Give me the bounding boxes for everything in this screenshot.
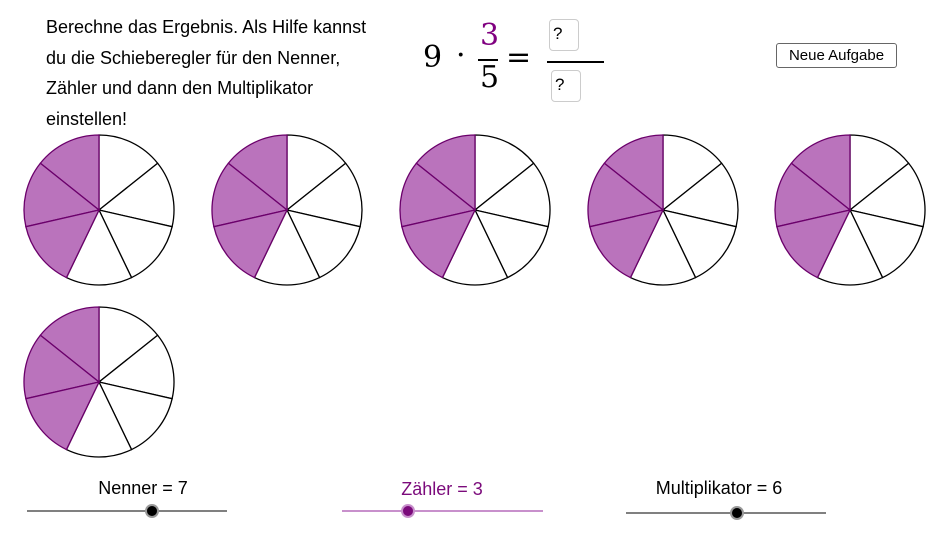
- pie-slice: [848, 162, 926, 228]
- fraction-bar: [478, 59, 498, 61]
- pie-slice: [285, 162, 363, 228]
- fraction-denominator: 5: [480, 60, 500, 95]
- slider-label-nenner: Nenner = 7: [98, 478, 188, 498]
- slider-multiplikator[interactable]: [626, 506, 826, 520]
- pie-slice-shaded: [415, 134, 476, 212]
- answer-numerator-input[interactable]: ?: [549, 19, 579, 51]
- dot-operator: ·: [456, 38, 466, 73]
- slider-label-multiplikator: Multiplikator = 6: [655, 478, 783, 498]
- pie-slice: [65, 208, 133, 286]
- fraction-numerator: 3: [480, 18, 500, 53]
- pie-slice-shaded: [399, 162, 477, 228]
- answer-fraction-bar: [547, 61, 604, 63]
- pie-slice-shaded: [587, 162, 665, 228]
- slider-zaehler[interactable]: [342, 504, 543, 518]
- pie-slice: [849, 134, 910, 212]
- pie-slice: [286, 134, 347, 212]
- pie-slice-shaded: [776, 209, 852, 279]
- pie-slice: [473, 209, 549, 279]
- pie-slice-shaded: [39, 306, 100, 384]
- pie-slice: [629, 208, 697, 286]
- pie-chart: [774, 134, 926, 286]
- pie-slice-shaded: [211, 162, 289, 228]
- pie-chart: [23, 134, 175, 286]
- slider-nenner[interactable]: [27, 504, 227, 518]
- pie-slice: [473, 162, 551, 228]
- pie-slice: [97, 162, 175, 228]
- new-task-button[interactable]: Neue Aufgabe: [776, 43, 897, 68]
- pie-chart: [399, 134, 551, 286]
- pie-slice: [65, 380, 133, 458]
- pie-slice-shaded: [23, 162, 101, 228]
- slider-handle-nenner[interactable]: [145, 504, 159, 518]
- pie-slice-shaded: [603, 134, 664, 212]
- pie-slice: [661, 162, 739, 228]
- pie-slice-shaded: [23, 334, 101, 400]
- answer-denominator-input[interactable]: ?: [551, 70, 581, 102]
- pie-slice: [441, 208, 509, 286]
- pie-slice-shaded: [589, 209, 665, 279]
- pie-slice: [98, 306, 159, 384]
- pie-chart: [23, 306, 175, 458]
- slider-handle-multiplikator[interactable]: [730, 506, 744, 520]
- slider-label-zaehler: Zähler = 3: [401, 479, 483, 499]
- pie-slice-shaded: [774, 162, 852, 228]
- pie-chart: [211, 134, 363, 286]
- multiplier: 9: [423, 40, 443, 75]
- slider-handle-zaehler[interactable]: [401, 504, 416, 518]
- pie-slice: [253, 208, 321, 286]
- pie-slice-shaded: [213, 209, 289, 279]
- pie-slice: [98, 134, 159, 212]
- pie-slice: [661, 209, 737, 279]
- pie-chart: [587, 134, 739, 286]
- equals-sign: =: [506, 40, 532, 75]
- pie-slice: [97, 209, 173, 279]
- pie-slice: [285, 209, 361, 279]
- pie-slice-shaded: [790, 134, 851, 212]
- pie-slice: [474, 134, 535, 212]
- task-instruction: Berechne das Ergebnis. Als Hilfe kannst …: [46, 17, 367, 129]
- pie-slice: [816, 208, 884, 286]
- pie-slice-shaded: [25, 209, 101, 279]
- pie-slice: [848, 209, 924, 279]
- pie-slice-shaded: [39, 134, 100, 212]
- pie-slice: [97, 381, 173, 451]
- pie-slice-shaded: [227, 134, 288, 212]
- pie-slice-shaded: [401, 209, 477, 279]
- pie-slice-shaded: [25, 381, 101, 451]
- pie-slice: [97, 334, 175, 400]
- pie-slice: [662, 134, 723, 212]
